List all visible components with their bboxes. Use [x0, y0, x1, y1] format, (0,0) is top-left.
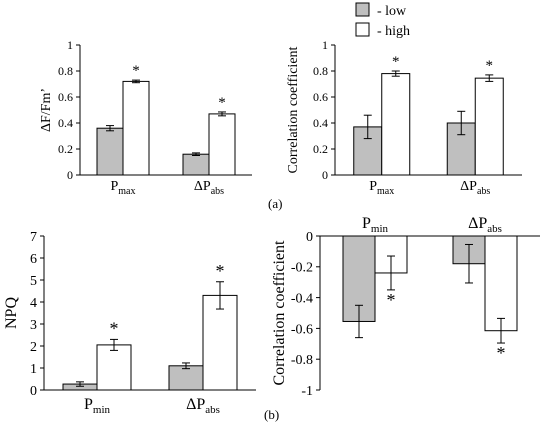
- bar-low: [182, 153, 210, 176]
- y-tick-label: 0.4: [313, 116, 328, 130]
- y-tick-label: 0.2: [58, 142, 73, 156]
- chart-a-right-correlation: 0 0.2 0.4 0.6 0.8 1 Correlation coefficient * Pm…: [286, 38, 522, 197]
- y-tick-label: 0: [67, 168, 73, 182]
- significance-marker: *: [486, 58, 494, 74]
- y-tick-label: -0.6: [291, 322, 313, 337]
- bar-high: [96, 344, 132, 391]
- y-tick-label: 5: [30, 274, 37, 289]
- panel-label-b: (b): [264, 407, 279, 422]
- y-tick-label: 0: [306, 230, 313, 245]
- y-tick-label: -0.4: [291, 292, 313, 307]
- significance-marker: *: [497, 343, 506, 363]
- y-tick-label: 3: [30, 318, 37, 333]
- bar-high: [202, 294, 238, 391]
- panel-label-a: (a): [268, 196, 282, 211]
- bar-high: [208, 113, 236, 176]
- y-tick-label: 0.4: [58, 116, 73, 130]
- y-axis-label: ΔF/Fm’: [39, 88, 54, 132]
- significance-marker: *: [132, 63, 140, 79]
- y-tick-label: 6: [30, 252, 37, 267]
- y-tick-label: -0.2: [291, 261, 313, 276]
- y-tick-label: 7: [30, 230, 37, 245]
- category-label: Pmax: [110, 179, 135, 197]
- category-label: Pmax: [369, 179, 394, 197]
- legend: - low - high: [355, 2, 410, 39]
- y-tick-label: 0.2: [313, 142, 328, 156]
- category-label: ΔPabs: [194, 179, 224, 197]
- y-tick-label: 2: [30, 340, 37, 355]
- significance-marker: *: [387, 290, 396, 310]
- y-axis-label: NPQ: [3, 297, 20, 329]
- y-tick-label: 0: [322, 168, 328, 182]
- bar-high: [474, 77, 504, 176]
- y-tick-label: 0.6: [313, 90, 328, 104]
- y-tick-label: -0.8: [291, 353, 313, 368]
- y-tick-label: 1: [67, 38, 73, 52]
- legend-label-high: - high: [377, 24, 410, 39]
- y-tick-label: -1: [301, 384, 313, 399]
- y-tick-label: 0: [30, 384, 37, 399]
- bar-high: [122, 80, 150, 176]
- y-tick-label: 1: [322, 38, 328, 52]
- category-label: ΔPabs: [468, 215, 502, 235]
- chart-a-left-dfm: 0 0.2 0.4 0.6 0.8 1 ΔF/Fm’ * Pmax * ΔPabs: [39, 38, 252, 197]
- chart-b-left-npq: 0 1 2 3 4 5 6 7 NPQ * Pmin * ΔPabs: [3, 230, 256, 416]
- y-tick-label: 0.8: [58, 64, 73, 78]
- chart-b-right-correlation: -1 -0.8 -0.6 -0.4 -0.2 0 Correlation coefficie…: [271, 215, 540, 399]
- category-label: Pmin: [362, 215, 389, 235]
- category-label: ΔPabs: [460, 179, 490, 197]
- category-label: ΔPabs: [186, 396, 220, 416]
- y-tick-label: 4: [30, 296, 37, 311]
- legend-swatch-high: [355, 22, 370, 37]
- significance-marker: *: [218, 95, 226, 111]
- y-tick-label: 0.6: [58, 90, 73, 104]
- significance-marker: *: [392, 54, 400, 70]
- legend-swatch-low: [355, 2, 370, 17]
- legend-label-low: - low: [377, 4, 407, 19]
- significance-marker: *: [110, 318, 119, 338]
- bar-low: [168, 365, 204, 391]
- y-axis-label: Correlation coefficient: [286, 46, 301, 173]
- y-tick-label: 0.8: [313, 64, 328, 78]
- category-label: Pmin: [84, 396, 111, 416]
- bar-high: [484, 235, 518, 332]
- y-axis-label: Correlation coefficient: [271, 240, 288, 386]
- bar-low: [96, 127, 124, 176]
- bar-high: [381, 73, 411, 176]
- significance-marker: *: [216, 261, 225, 281]
- y-tick-label: 1: [30, 362, 37, 377]
